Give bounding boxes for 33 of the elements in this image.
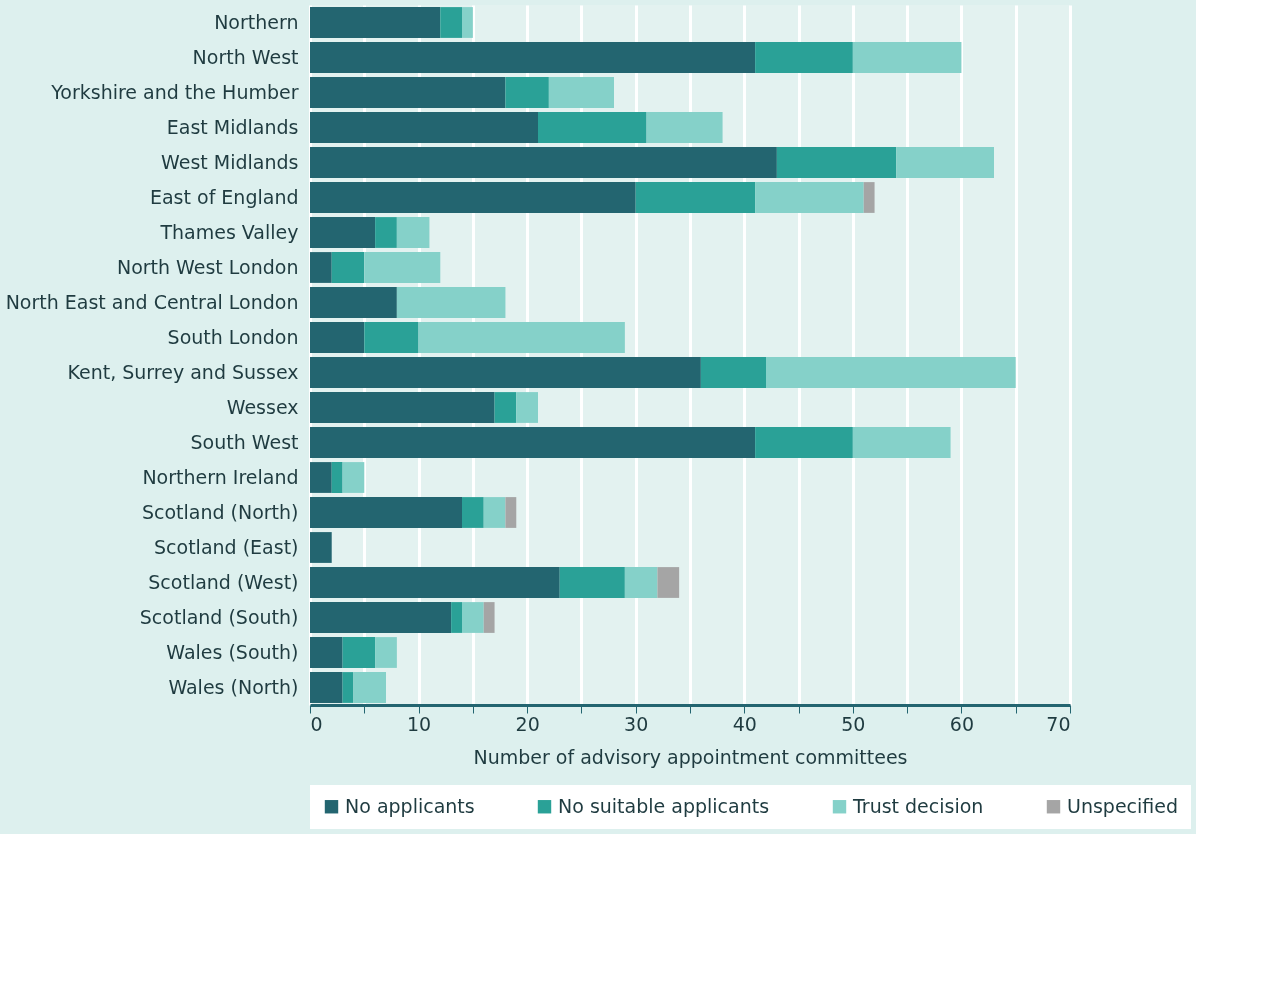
y-tick-label: Scotland (West) bbox=[148, 570, 299, 593]
x-tick-label: 20 bbox=[515, 712, 540, 735]
x-tick-label: 50 bbox=[841, 712, 866, 735]
x-tick-label: 30 bbox=[624, 712, 649, 735]
y-tick-label: Thames Valley bbox=[159, 220, 299, 243]
y-tick-label: Wales (South) bbox=[166, 640, 299, 663]
x-tick-label: 0 bbox=[310, 712, 323, 735]
y-tick-label: South London bbox=[167, 325, 299, 348]
legend-label: Unspecified bbox=[1067, 794, 1179, 817]
y-tick-label: East Midlands bbox=[166, 115, 299, 138]
y-tick-label: Kent, Surrey and Sussex bbox=[67, 360, 299, 383]
y-tick-label: North West London bbox=[116, 255, 299, 278]
y-tick-label: West Midlands bbox=[161, 150, 299, 173]
y-tick-label: Scotland (North) bbox=[141, 500, 299, 523]
legend-label: No applicants bbox=[345, 794, 475, 817]
y-tick-label: Northern bbox=[214, 10, 299, 33]
y-tick-label: Northern Ireland bbox=[142, 465, 299, 488]
y-tick-label: Wessex bbox=[226, 395, 299, 418]
y-tick-label: East of England bbox=[149, 185, 299, 208]
y-tick-label: Scotland (South) bbox=[139, 605, 299, 628]
x-tick-label: 40 bbox=[732, 712, 757, 735]
y-tick-label: Yorkshire and the Humber bbox=[50, 80, 299, 103]
x-axis-title: Number of advisory appointment committees bbox=[473, 745, 908, 768]
y-tick-label: North East and Central London bbox=[5, 290, 299, 313]
y-tick-label: North West bbox=[192, 45, 299, 68]
x-tick-label: 10 bbox=[406, 712, 432, 735]
legend-label: Trust decision bbox=[852, 794, 984, 817]
y-tick-label: Wales (North) bbox=[168, 675, 299, 698]
legend-label: No suitable applicants bbox=[558, 794, 770, 817]
x-tick-label: 70 bbox=[1046, 712, 1071, 735]
x-tick-label: 60 bbox=[949, 712, 975, 735]
y-tick-label: South West bbox=[190, 430, 299, 453]
y-tick-label: Scotland (East) bbox=[154, 535, 299, 558]
